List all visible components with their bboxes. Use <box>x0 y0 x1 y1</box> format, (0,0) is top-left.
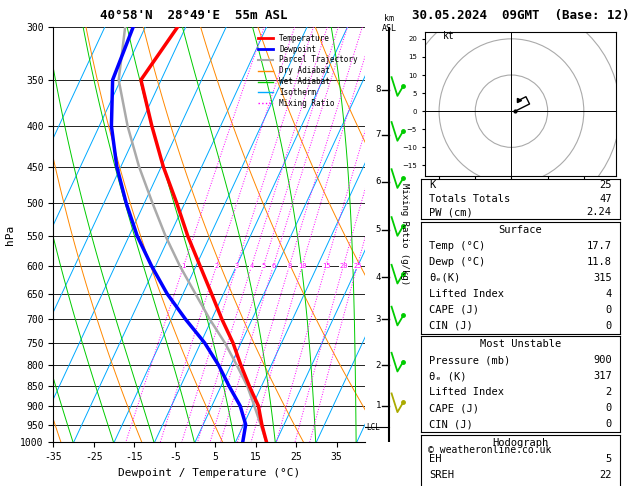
Text: 317: 317 <box>593 371 611 382</box>
Text: 22: 22 <box>599 470 611 480</box>
Text: 6: 6 <box>271 263 276 269</box>
Text: kt: kt <box>443 31 455 41</box>
Text: km: km <box>384 14 394 22</box>
Text: 25: 25 <box>353 263 362 269</box>
Text: 5: 5 <box>605 454 611 464</box>
Text: 3: 3 <box>376 314 381 324</box>
Text: Mixing Ratio (g/kg): Mixing Ratio (g/kg) <box>401 183 409 286</box>
Text: © weatheronline.co.uk: © weatheronline.co.uk <box>428 445 551 455</box>
Text: 2: 2 <box>605 387 611 398</box>
Y-axis label: hPa: hPa <box>4 225 14 244</box>
Text: 4: 4 <box>605 289 611 299</box>
Text: θₑ (K): θₑ (K) <box>430 371 467 382</box>
Text: 15: 15 <box>321 263 330 269</box>
Text: Dewp (°C): Dewp (°C) <box>430 257 486 267</box>
Text: 0: 0 <box>605 419 611 430</box>
Text: 8: 8 <box>287 263 291 269</box>
Text: Totals Totals: Totals Totals <box>430 194 511 204</box>
Text: SREH: SREH <box>430 470 454 480</box>
Text: 0: 0 <box>605 403 611 414</box>
Text: 4: 4 <box>376 273 381 282</box>
Text: Temp (°C): Temp (°C) <box>430 241 486 251</box>
Text: 10: 10 <box>298 263 306 269</box>
Text: CIN (J): CIN (J) <box>430 321 473 331</box>
Text: 0: 0 <box>605 321 611 331</box>
Text: PW (cm): PW (cm) <box>430 208 473 217</box>
Text: 5: 5 <box>261 263 265 269</box>
Text: 30.05.2024  09GMT  (Base: 12): 30.05.2024 09GMT (Base: 12) <box>412 9 629 22</box>
Text: Pressure (mb): Pressure (mb) <box>430 355 511 365</box>
Text: 1: 1 <box>182 263 186 269</box>
Text: Lifted Index: Lifted Index <box>430 289 504 299</box>
Text: ASL: ASL <box>381 24 396 33</box>
Text: 900: 900 <box>593 355 611 365</box>
Text: 5: 5 <box>376 225 381 234</box>
X-axis label: Dewpoint / Temperature (°C): Dewpoint / Temperature (°C) <box>118 468 300 478</box>
Text: 4: 4 <box>250 263 253 269</box>
Text: Lifted Index: Lifted Index <box>430 387 504 398</box>
Text: 11.8: 11.8 <box>587 257 611 267</box>
Legend: Temperature, Dewpoint, Parcel Trajectory, Dry Adiabat, Wet Adiabat, Isotherm, Mi: Temperature, Dewpoint, Parcel Trajectory… <box>255 31 361 111</box>
Text: 2: 2 <box>376 361 381 370</box>
Text: Surface: Surface <box>499 225 542 235</box>
Text: LCL: LCL <box>366 423 380 432</box>
Text: 315: 315 <box>593 273 611 283</box>
Text: EH: EH <box>430 454 442 464</box>
Text: 25: 25 <box>599 180 611 191</box>
Text: 6: 6 <box>376 177 381 186</box>
Text: 0: 0 <box>605 305 611 315</box>
Text: 20: 20 <box>339 263 348 269</box>
Text: 47: 47 <box>599 194 611 204</box>
Text: Hodograph: Hodograph <box>493 438 548 448</box>
Text: 1: 1 <box>376 401 381 410</box>
Text: K: K <box>430 180 436 191</box>
Text: 2.24: 2.24 <box>587 208 611 217</box>
Text: 7: 7 <box>376 130 381 139</box>
Text: Most Unstable: Most Unstable <box>480 339 561 349</box>
Text: 40°58'N  28°49'E  55m ASL: 40°58'N 28°49'E 55m ASL <box>100 9 287 22</box>
Text: CAPE (J): CAPE (J) <box>430 403 479 414</box>
Text: θₑ(K): θₑ(K) <box>430 273 460 283</box>
Text: CAPE (J): CAPE (J) <box>430 305 479 315</box>
Text: 17.7: 17.7 <box>587 241 611 251</box>
Text: 2: 2 <box>214 263 218 269</box>
Text: 8: 8 <box>376 85 381 94</box>
Text: CIN (J): CIN (J) <box>430 419 473 430</box>
Text: 3: 3 <box>235 263 239 269</box>
